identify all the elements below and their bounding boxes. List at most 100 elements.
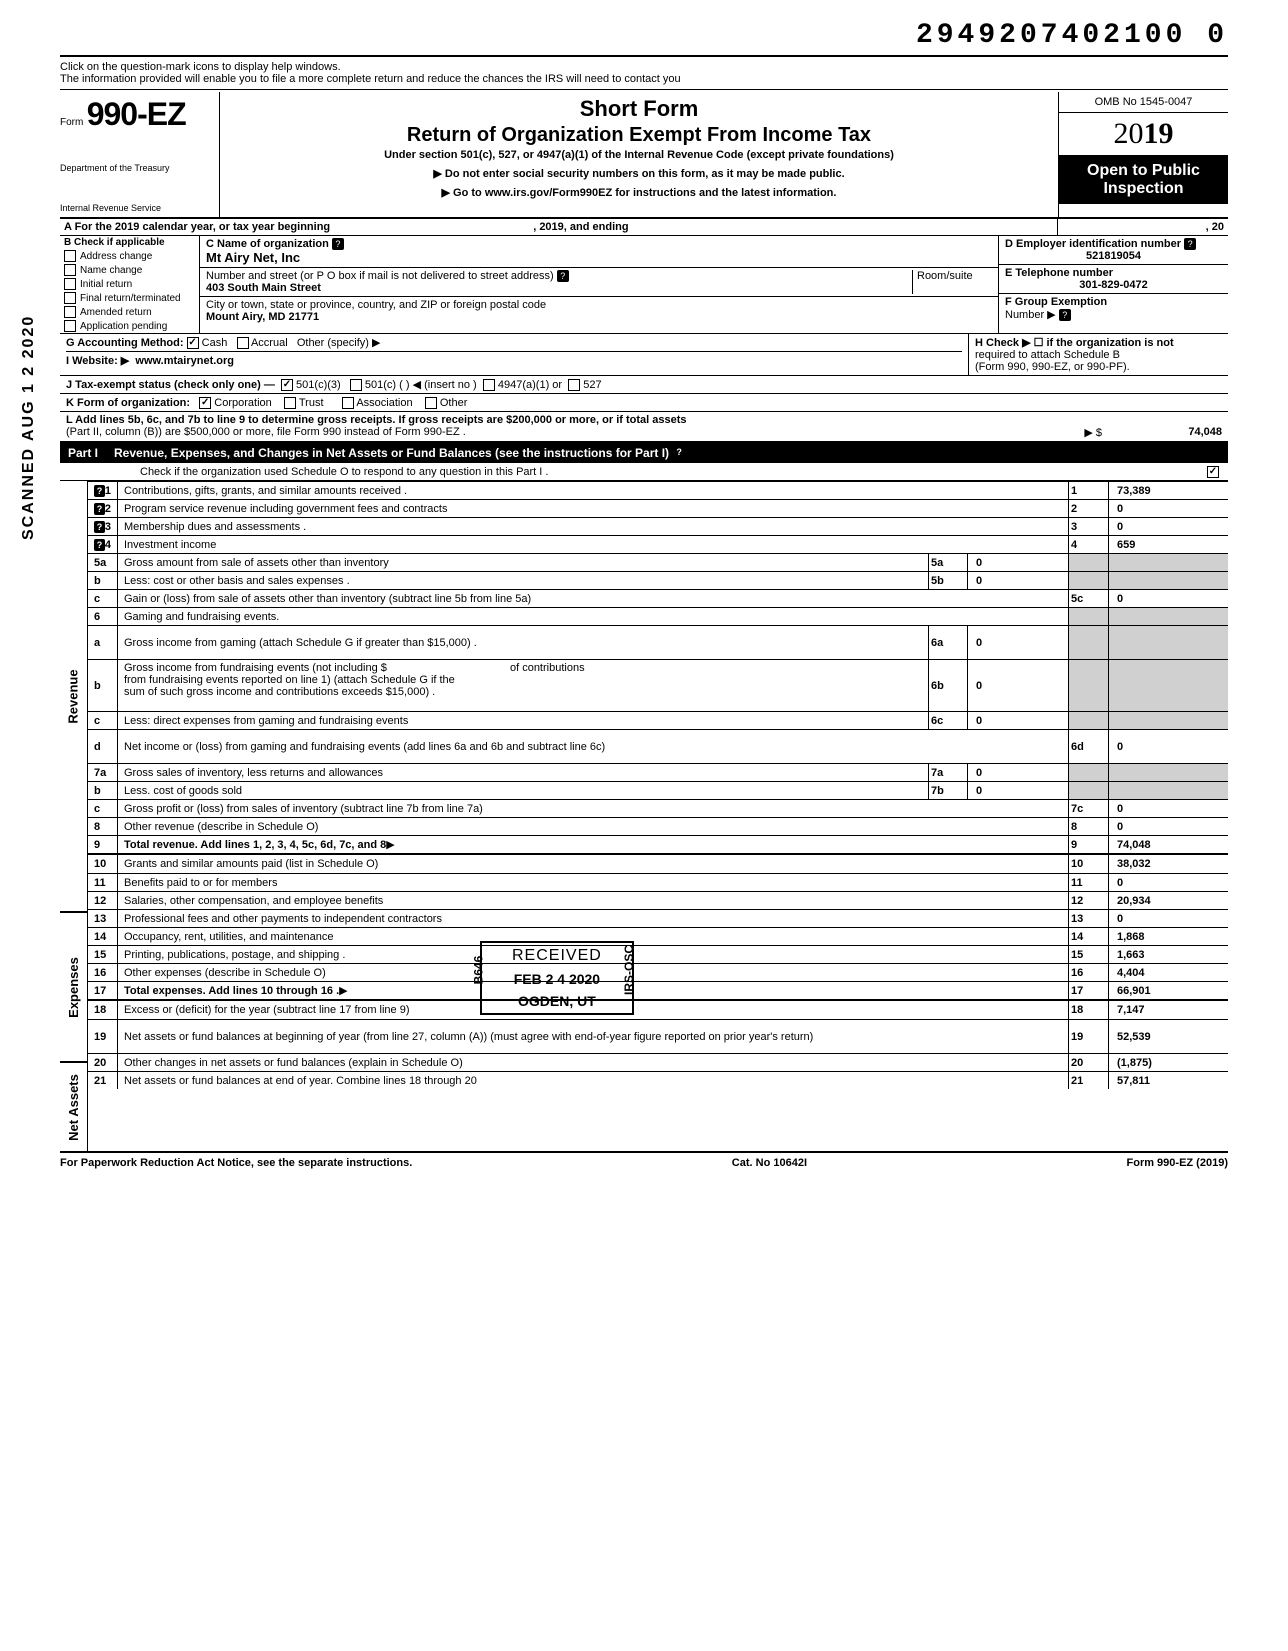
k-label: K Form of organization:: [66, 397, 190, 409]
e-label: E Telephone number: [1005, 267, 1113, 279]
year-prefix: 20: [1114, 117, 1144, 150]
b-pending: Application pending: [80, 321, 167, 332]
b-address: Address change: [80, 251, 152, 262]
document-number: 2949207402100 0: [60, 20, 1228, 51]
chk-527[interactable]: [568, 379, 580, 391]
line2-desc: Program service revenue including govern…: [118, 500, 1068, 517]
line1-val: 73,389: [1108, 482, 1228, 499]
help-icon[interactable]: ?: [94, 521, 105, 533]
b-initial: Initial return: [80, 279, 132, 290]
line7b-val: 0: [968, 782, 1068, 799]
k-corp: Corporation: [214, 397, 271, 409]
city-label: City or town, state or province, country…: [206, 299, 546, 311]
line5a-val: 0: [968, 554, 1068, 571]
l-line2: (Part II, column (B)) are $500,000 or mo…: [66, 426, 466, 439]
line9-val: 74,048: [1108, 836, 1228, 853]
chk-accrual[interactable]: [237, 337, 249, 349]
chk-501c3[interactable]: ✓: [281, 379, 293, 391]
line10-val: 38,032: [1108, 855, 1228, 873]
chk-corp[interactable]: ✓: [199, 397, 211, 409]
chk-assoc[interactable]: [342, 397, 354, 409]
open-public: Open to Public Inspection: [1059, 156, 1228, 204]
part1-title: Revenue, Expenses, and Changes in Net As…: [114, 446, 669, 460]
line7c-val: 0: [1108, 800, 1228, 817]
help-icon[interactable]: ?: [94, 503, 105, 515]
chk-initial[interactable]: [64, 278, 76, 290]
chk-other[interactable]: [425, 397, 437, 409]
h-label2: required to attach Schedule B: [975, 349, 1222, 361]
line8-val: 0: [1108, 818, 1228, 835]
row-k: K Form of organization: ✓ Corporation Tr…: [60, 394, 1228, 412]
line12-desc: Salaries, other compensation, and employ…: [118, 892, 1068, 909]
l-arrow: ▶ $: [466, 426, 1102, 439]
help-icon[interactable]: ?: [557, 270, 569, 282]
line11-val: 0: [1108, 874, 1228, 891]
period-a: A For the 2019 calendar year, or tax yea…: [60, 219, 1058, 235]
j-c3: 501(c)(3): [296, 379, 341, 391]
section-c: C Name of organization ? Mt Airy Net, In…: [200, 236, 998, 333]
b-amended: Amended return: [80, 307, 152, 318]
line19-desc: Net assets or fund balances at beginning…: [118, 1020, 1068, 1053]
chk-501c[interactable]: [350, 379, 362, 391]
chk-amended[interactable]: [64, 306, 76, 318]
omb-number: OMB No 1545-0047: [1059, 92, 1228, 113]
line7c-desc: Gross profit or (loss) from sales of inv…: [118, 800, 1068, 817]
help-icon[interactable]: ?: [1059, 309, 1071, 321]
chk-schedule-o[interactable]: ✓: [1207, 466, 1219, 478]
line13-val: 0: [1108, 910, 1228, 927]
line20-val: (1,875): [1108, 1054, 1228, 1071]
under-section: Under section 501(c), 527, or 4947(a)(1)…: [228, 149, 1050, 161]
g-label: G Accounting Method:: [66, 337, 184, 349]
k-assoc: Association: [356, 397, 412, 409]
b646: B646: [471, 956, 485, 985]
line6b-val: 0: [968, 660, 1068, 711]
row-l: L Add lines 5b, 6c, and 7b to line 9 to …: [60, 412, 1228, 443]
chk-4947[interactable]: [483, 379, 495, 391]
line6b-d4: sum of such gross income and contributio…: [124, 686, 435, 698]
help-icon[interactable]: ?: [94, 539, 105, 551]
line6-desc: Gaming and fundraising events.: [118, 608, 1068, 625]
line6b-d3: from fundraising events reported on line…: [124, 674, 455, 686]
chk-name[interactable]: [64, 264, 76, 276]
line3-desc: Membership dues and assessments .: [118, 518, 1068, 535]
received-stamp: RECEIVED FEB 2 4 2020 OGDEN, UT B646 IRS…: [480, 941, 634, 1015]
chk-address[interactable]: [64, 250, 76, 262]
line6a-desc: Gross income from gaming (attach Schedul…: [118, 626, 928, 659]
return-title: Return of Organization Exempt From Incom…: [228, 124, 1050, 147]
help-icon[interactable]: ?: [94, 485, 105, 497]
i-label: I Website: ▶: [66, 355, 129, 367]
row-gh: G Accounting Method: ✓ Cash Accrual Othe…: [60, 334, 1228, 376]
line12-val: 20,934: [1108, 892, 1228, 909]
ssn-warning: ▶ Do not enter social security numbers o…: [228, 167, 1050, 180]
chk-pending[interactable]: [64, 320, 76, 332]
help-line2: The information provided will enable you…: [60, 73, 1228, 85]
k-other: Other: [440, 397, 468, 409]
line5b-val: 0: [968, 572, 1068, 589]
line5a-desc: Gross amount from sale of assets other t…: [118, 554, 928, 571]
help-line1: Click on the question-mark icons to disp…: [60, 61, 1228, 73]
line5c-val: 0: [1108, 590, 1228, 607]
line2-val: 0: [1108, 500, 1228, 517]
form-header: Form 990-EZ Department of the Treasury I…: [60, 92, 1228, 219]
line6d-val: 0: [1108, 730, 1228, 763]
b-label: B Check if applicable: [60, 236, 199, 249]
chk-trust[interactable]: [284, 397, 296, 409]
line21-val: 57,811: [1108, 1072, 1228, 1089]
chk-cash[interactable]: ✓: [187, 337, 199, 349]
section-b: B Check if applicable Address change Nam…: [60, 236, 200, 333]
footer-mid: Cat. No 10642I: [732, 1157, 807, 1169]
help-icon[interactable]: ?: [1184, 238, 1196, 250]
phone: 301-829-0472: [1005, 279, 1222, 291]
chk-final[interactable]: [64, 292, 76, 304]
help-icon[interactable]: ?: [673, 446, 685, 458]
line8-desc: Other revenue (describe in Schedule O): [118, 818, 1068, 835]
c-name-label: C Name of organization: [206, 238, 329, 250]
k-trust: Trust: [299, 397, 324, 409]
j-c: 501(c) (: [365, 379, 403, 391]
line19-val: 52,539: [1108, 1020, 1228, 1053]
h-label: H Check ▶ ☐ if the organization is not: [975, 337, 1174, 349]
footer-left: For Paperwork Reduction Act Notice, see …: [60, 1157, 412, 1169]
l-value: 74,048: [1102, 426, 1222, 439]
street-label: Number and street (or P O box if mail is…: [206, 270, 554, 282]
help-icon[interactable]: ?: [332, 238, 344, 250]
